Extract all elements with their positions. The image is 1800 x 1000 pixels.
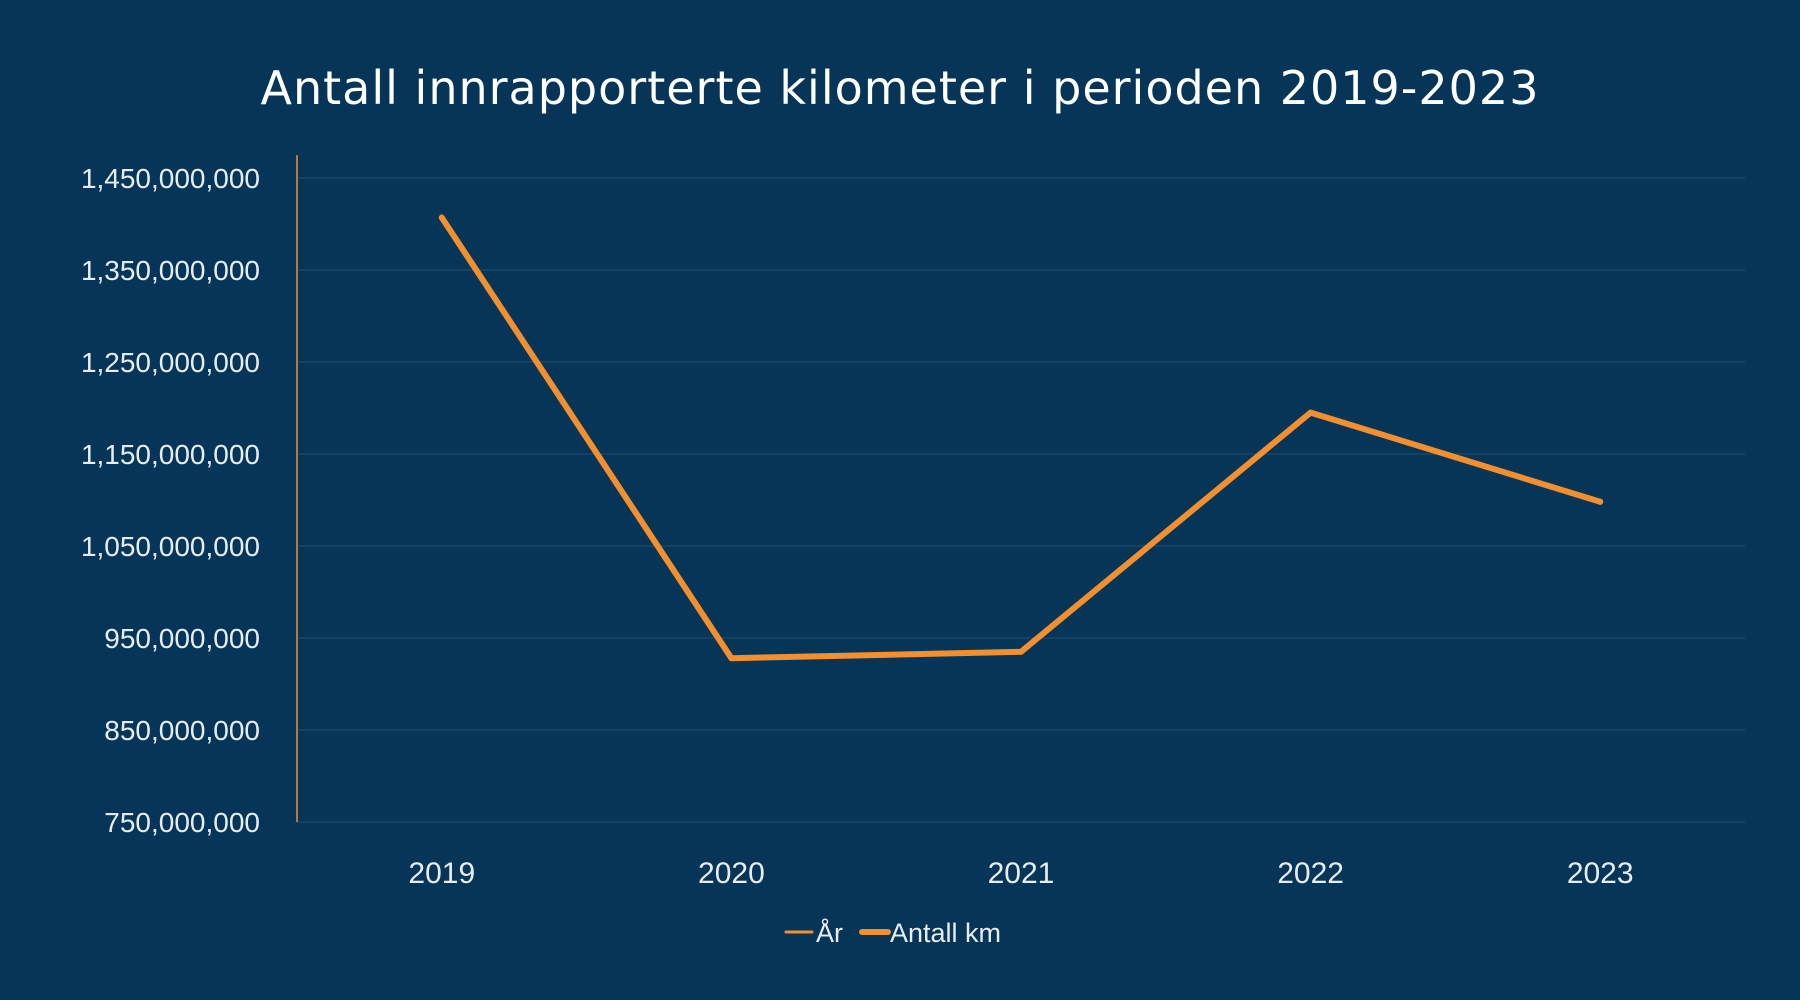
x-axis: 2019 2020 2021 2022 2023 (408, 857, 1633, 890)
chart-title: Antall innrapporterte kilometer i period… (261, 61, 1540, 115)
x-tick-label: 2019 (408, 857, 475, 890)
legend-label-antall-km: Antall km (890, 918, 1001, 948)
data-point (438, 214, 445, 221)
legend-label-ar: År (816, 917, 843, 948)
x-tick-label: 2020 (698, 857, 765, 890)
data-point (728, 655, 735, 662)
y-tick-label: 1,450,000,000 (81, 163, 260, 194)
y-tick-label: 1,250,000,000 (81, 347, 260, 378)
y-axis: 1,450,000,000 1,350,000,000 1,250,000,000 1… (81, 155, 298, 838)
y-tick-label: 950,000,000 (104, 623, 260, 654)
y-tick-label: 750,000,000 (104, 807, 260, 838)
x-tick-label: 2021 (988, 857, 1055, 890)
y-tick-label: 1,050,000,000 (81, 531, 260, 562)
y-tick-label: 1,350,000,000 (81, 255, 260, 286)
y-tick-label: 1,150,000,000 (81, 439, 260, 470)
y-tick-label: 850,000,000 (104, 715, 260, 746)
data-point (1018, 648, 1024, 655)
legend: År Antall km (784, 917, 1001, 948)
data-point (1307, 409, 1314, 416)
series-layer (438, 214, 1604, 662)
data-point (1597, 498, 1604, 505)
x-tick-label: 2022 (1277, 857, 1344, 890)
x-tick-label: 2023 (1567, 857, 1634, 890)
